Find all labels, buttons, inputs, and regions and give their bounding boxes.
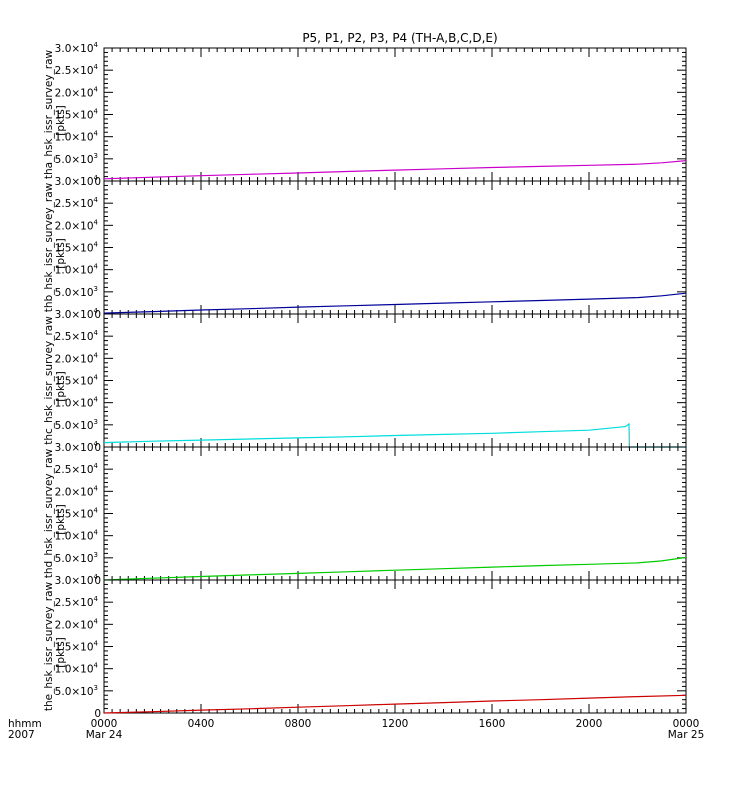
x-tick-date-label: Mar 25	[668, 729, 705, 741]
x-tick-label: 2000	[576, 718, 603, 730]
y-tick-label: 0	[94, 309, 101, 321]
y-axis-units: [pkts]	[55, 105, 67, 136]
x-tick-label: 0000	[91, 718, 118, 730]
y-axis-units: [pkts]	[55, 504, 67, 535]
panel-4: 0 5.0×103 1.0×104 1.5×104 2.0×104 2.5×104 3.0×…	[43, 440, 687, 587]
panel-2: 0 5.0×103 1.0×104 1.5×104 2.0×104 2.5×104 3.0×…	[43, 174, 687, 321]
series-line	[103, 422, 686, 448]
series-line	[103, 694, 687, 714]
y-tick-label: 2.0×104	[55, 85, 99, 99]
y-tick-label: 2.0×104	[55, 218, 99, 232]
panel-5: 0 5.0×103 1.0×104 1.5×104 2.0×104 2.5×104 3.0×…	[43, 573, 687, 720]
y-tick-label: 5.0×103	[55, 152, 98, 166]
y-tick-label: 2.0×104	[55, 351, 99, 365]
y-tick-label: 3.0×104	[55, 440, 99, 454]
y-tick-label: 1.0×104	[55, 263, 99, 277]
y-tick-label: 5.0×103	[55, 551, 98, 565]
x-axis-label-hhmm: hhmm	[8, 718, 42, 730]
y-tick-label: 1.5×104	[55, 640, 99, 654]
y-tick-label: 1.0×104	[55, 662, 99, 676]
series-line	[103, 160, 687, 180]
series-line	[103, 292, 687, 314]
series-line	[103, 556, 687, 581]
panel-frame	[103, 313, 687, 448]
y-axis-label: thc_hsk_issr_survey_raw	[43, 316, 55, 445]
x-tick-label: 1200	[382, 718, 409, 730]
y-tick-label: 3.0×104	[55, 573, 99, 587]
panel-1: 0 5.0×103 1.0×104 1.5×104 2.0×104 2.5×104 3.0×…	[43, 41, 687, 188]
panel-3: 0 5.0×103 1.0×104 1.5×104 2.0×104 2.5×104 3.0×…	[43, 307, 687, 454]
panels: 0 5.0×103 1.0×104 1.5×104 2.0×104 2.5×104 3.0×…	[43, 41, 687, 720]
y-tick-label: 1.0×104	[55, 529, 99, 543]
y-tick-label: 1.5×104	[55, 108, 99, 122]
y-tick-label: 1.5×104	[55, 374, 99, 388]
y-axis-label: tha_hsk_issr_survey_raw	[43, 49, 55, 179]
y-tick-label: 5.0×103	[55, 418, 98, 432]
y-tick-label: 3.0×104	[55, 174, 99, 188]
panel-frame	[103, 446, 687, 581]
y-tick-label: 2.5×104	[55, 329, 99, 343]
y-tick-label: 2.0×104	[55, 484, 99, 498]
y-axis-label: the_hsk_issr_survey_raw	[43, 581, 55, 711]
y-tick-label: 1.0×104	[55, 396, 99, 410]
y-tick-label: 0	[94, 176, 101, 188]
y-tick-label: 2.5×104	[55, 196, 99, 210]
x-tick-label: 0000	[673, 718, 700, 730]
y-tick-label: 0	[94, 442, 101, 454]
x-tick-label: 0800	[285, 718, 312, 730]
x-tick-date-label: Mar 24	[86, 729, 123, 741]
panel-frame	[103, 579, 687, 714]
y-tick-label: 1.5×104	[55, 507, 99, 521]
y-tick-label: 2.5×104	[55, 63, 99, 77]
y-tick-label: 2.0×104	[55, 617, 99, 631]
y-tick-label: 3.0×104	[55, 41, 99, 55]
chart-title: P5, P1, P2, P3, P4 (TH-A,B,C,D,E)	[302, 31, 497, 45]
y-tick-label: 0	[94, 708, 101, 720]
y-tick-label: 1.5×104	[55, 241, 99, 255]
y-axis-units: [pkts]	[55, 637, 67, 668]
y-axis-units: [pkts]	[55, 238, 67, 269]
y-tick-label: 5.0×103	[55, 285, 98, 299]
y-axis-label: thb_hsk_issr_survey_raw	[43, 182, 55, 312]
y-tick-label: 2.5×104	[55, 462, 99, 476]
y-tick-label: 5.0×103	[55, 684, 98, 698]
x-tick-label: 1600	[479, 718, 506, 730]
y-axis-units: [pkts]	[55, 371, 67, 402]
y-tick-label: 2.5×104	[55, 595, 99, 609]
y-axis-label: thd_hsk_issr_survey_raw	[43, 448, 55, 578]
y-tick-label: 0	[94, 575, 101, 587]
panel-frame	[103, 180, 687, 315]
panel-frame	[103, 47, 687, 182]
x-axis-label-year: 2007	[8, 729, 35, 741]
x-tick-label: 0400	[188, 718, 215, 730]
y-tick-label: 1.0×104	[55, 130, 99, 144]
y-tick-label: 3.0×104	[55, 307, 99, 321]
